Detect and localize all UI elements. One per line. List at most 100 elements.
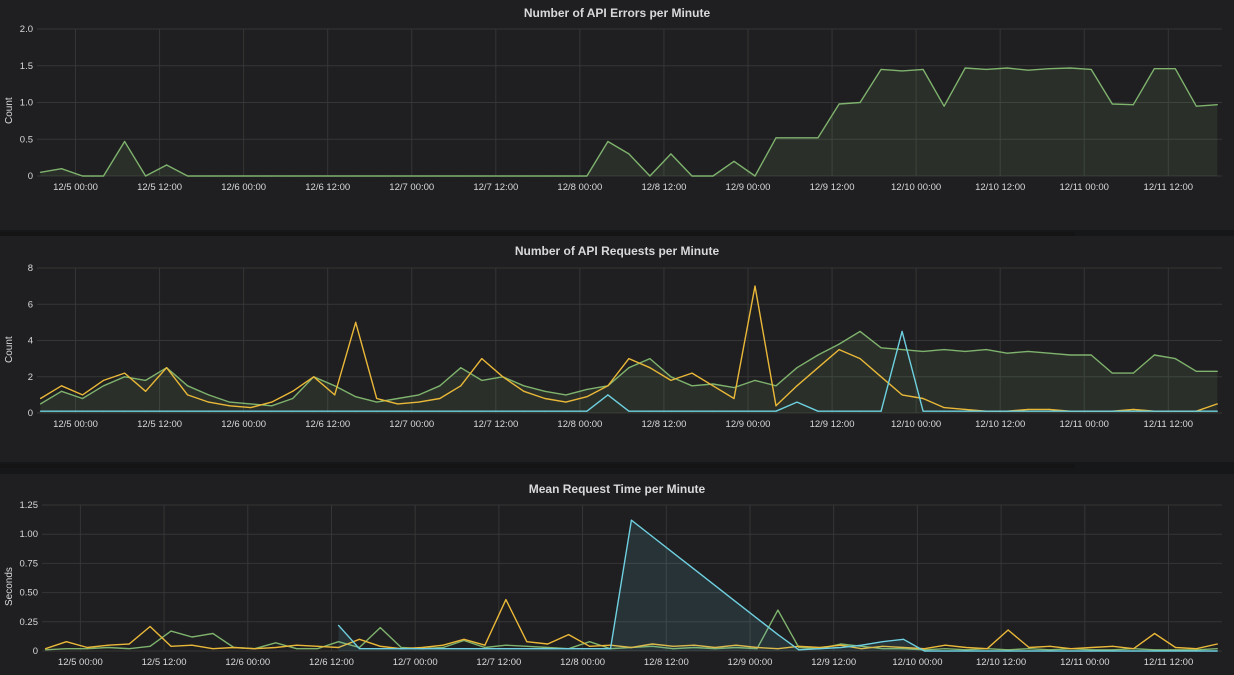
data-point-green — [1195, 105, 1197, 107]
data-point-green — [1216, 104, 1218, 106]
y-tick-label: 0 — [28, 408, 33, 419]
panel-title[interactable]: Number of API Requests per Minute — [514, 244, 720, 258]
panel-title[interactable]: Number of API Errors per Minute — [523, 6, 711, 20]
y-tick-label: 0 — [33, 646, 38, 657]
data-point-blue — [502, 410, 504, 412]
data-point-green — [964, 67, 966, 69]
data-point-green — [1090, 354, 1092, 356]
data-point-blue — [1133, 650, 1135, 652]
data-point-green — [1007, 649, 1009, 651]
data-point-green — [39, 171, 42, 173]
data-point-green — [733, 387, 735, 389]
data-point-green — [187, 175, 189, 177]
data-point-yellow — [229, 405, 231, 407]
data-point-yellow — [586, 396, 588, 398]
data-point-yellow — [187, 394, 189, 396]
data-point-yellow — [484, 644, 486, 646]
data-point-blue — [39, 410, 42, 412]
data-point-yellow — [523, 390, 525, 392]
data-point-green — [481, 175, 483, 177]
data-point-green — [208, 175, 210, 177]
data-point-yellow — [693, 644, 695, 646]
data-point-green — [1153, 354, 1155, 356]
x-tick-label: 12/10 12:00 — [975, 182, 1025, 193]
data-point-yellow — [651, 643, 653, 645]
chart-api-errors[interactable]: 0 0.5 1.0 1.5 2.0 12/5 00:00 12/5 12:00 12/6 00… — [0, 0, 1234, 230]
x-tick-label: 12/6 12:00 — [305, 419, 350, 430]
data-point-blue — [442, 648, 444, 650]
data-point-blue — [102, 410, 105, 412]
data-point-green — [355, 175, 357, 177]
data-point-green — [651, 645, 653, 647]
data-point-green — [1174, 649, 1177, 651]
data-point-green — [1153, 649, 1156, 651]
data-point-blue — [902, 638, 905, 640]
data-point-yellow — [943, 406, 945, 409]
data-point-blue — [463, 648, 465, 650]
data-point-blue — [1112, 650, 1114, 652]
data-point-green — [1195, 649, 1198, 651]
data-point-blue — [985, 410, 987, 412]
data-point-green — [859, 101, 861, 104]
data-point-blue — [292, 410, 294, 412]
data-point-green — [796, 137, 798, 139]
data-point-yellow — [107, 644, 109, 646]
data-point-blue — [1174, 410, 1176, 412]
data-point-blue — [1111, 410, 1113, 412]
data-point-green — [672, 648, 674, 650]
data-point-yellow — [170, 645, 172, 647]
data-point-yellow — [254, 648, 256, 650]
data-point-yellow — [965, 646, 967, 649]
data-point-blue — [965, 650, 967, 652]
data-point-green — [628, 367, 630, 369]
data-point-green — [798, 646, 800, 649]
data-point-green — [334, 385, 336, 387]
data-point-blue — [81, 410, 84, 412]
panel-divider — [0, 232, 1075, 236]
x-tick-label: 12/7 12:00 — [476, 657, 521, 668]
data-point-blue — [1195, 410, 1197, 412]
data-point-green — [271, 175, 273, 177]
data-point-green — [649, 358, 651, 360]
data-point-yellow — [628, 358, 630, 360]
data-point-blue — [1091, 650, 1093, 652]
data-point-green — [880, 68, 882, 71]
data-point-yellow — [1007, 629, 1009, 631]
data-point-blue — [544, 410, 546, 412]
x-tick-label: 12/9 12:00 — [810, 419, 855, 430]
data-point-green — [334, 175, 336, 177]
data-point-yellow — [1195, 648, 1198, 650]
data-point-yellow — [526, 641, 528, 643]
data-point-yellow — [672, 645, 674, 647]
data-point-green — [1174, 358, 1176, 360]
data-point-green — [418, 175, 420, 177]
data-point-green — [712, 175, 714, 177]
chart-api-requests[interactable]: 0 2 4 6 8 12/5 00:00 12/5 12:00 12/6 00:00 12/6 … — [0, 236, 1234, 462]
data-point-blue — [964, 410, 966, 412]
data-point-green — [693, 646, 695, 649]
data-point-green — [712, 383, 714, 385]
panel-title[interactable]: Mean Request Time per Minute — [528, 482, 706, 496]
data-point-blue — [691, 410, 693, 412]
panel-mean-request-time: Mean Request Time per Minute Seconds 0 0.… — [0, 474, 1234, 675]
chart-mean-request-time[interactable]: 0 0.25 0.50 0.75 1.00 1.25 12/5 00:00 12/5 12:0… — [0, 474, 1234, 675]
x-tick-label: 12/7 00:00 — [389, 182, 434, 193]
data-point-yellow — [421, 646, 423, 649]
y-tick-label: 0.5 — [20, 134, 33, 145]
data-point-blue — [505, 648, 507, 650]
data-point-green — [691, 385, 693, 387]
data-point-yellow — [964, 408, 966, 410]
data-point-green — [523, 385, 525, 387]
panel-divider — [0, 464, 1075, 468]
data-point-green — [418, 394, 420, 396]
data-point-blue — [1027, 410, 1029, 412]
data-point-blue — [229, 410, 231, 412]
x-tick-label: 12/8 12:00 — [644, 657, 689, 668]
data-point-yellow — [838, 348, 840, 351]
data-point-yellow — [376, 397, 378, 400]
data-point-green — [313, 175, 315, 177]
data-point-blue — [337, 624, 340, 626]
data-point-green — [502, 175, 504, 177]
data-point-green — [229, 175, 231, 177]
data-point-yellow — [819, 646, 821, 649]
